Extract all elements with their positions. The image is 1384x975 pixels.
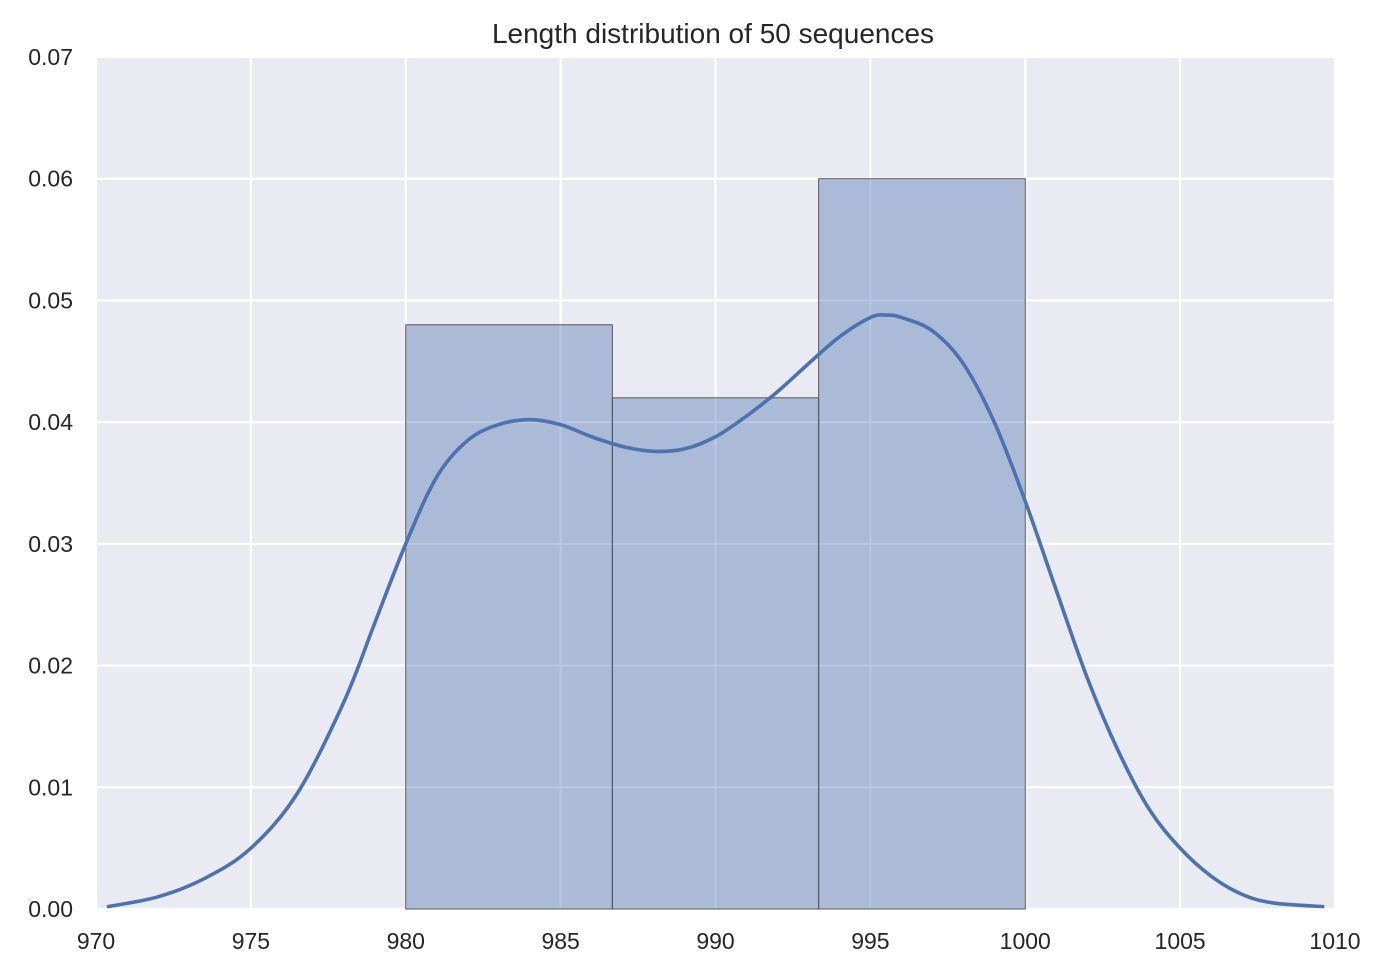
chart-title: Length distribution of 50 sequences	[492, 18, 934, 49]
x-tick-label: 1005	[1155, 928, 1206, 954]
x-tick-label: 985	[541, 928, 579, 954]
x-tick-label: 975	[232, 928, 270, 954]
y-tick-label: 0.01	[28, 774, 73, 800]
histogram-bars	[405, 178, 1026, 910]
y-tick-labels: 0.00 0.01 0.02 0.03 0.04 0.05 0.06 0.07	[28, 44, 73, 922]
y-tick-label: 0.06	[28, 166, 73, 192]
x-tick-label: 990	[696, 928, 734, 954]
y-tick-label: 0.00	[28, 896, 73, 922]
x-tick-label: 970	[77, 928, 115, 954]
y-tick-label: 0.05	[28, 287, 73, 313]
histogram-bar	[405, 324, 613, 910]
x-tick-labels: 970 975 980 985 990 995 1000 1005 1010	[77, 928, 1361, 954]
y-tick-label: 0.04	[28, 409, 73, 435]
histogram-bar	[818, 178, 1026, 910]
y-tick-label: 0.07	[28, 44, 73, 70]
x-tick-label: 1000	[1000, 928, 1051, 954]
kde-line	[106, 313, 1325, 909]
histogram-bar	[611, 397, 820, 910]
x-tick-label: 980	[387, 928, 425, 954]
y-tick-label: 0.03	[28, 531, 73, 557]
x-tick-label: 995	[851, 928, 889, 954]
x-tick-label: 1010	[1309, 928, 1360, 954]
y-tick-label: 0.02	[28, 653, 73, 679]
